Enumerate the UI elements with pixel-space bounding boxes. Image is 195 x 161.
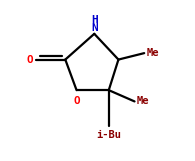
Text: N: N [91,23,98,33]
Text: H: H [91,15,98,25]
Text: Me: Me [137,96,149,106]
Text: Me: Me [147,48,159,58]
Text: O: O [73,96,80,106]
Text: O: O [26,55,33,65]
Text: i-Bu: i-Bu [96,130,121,140]
